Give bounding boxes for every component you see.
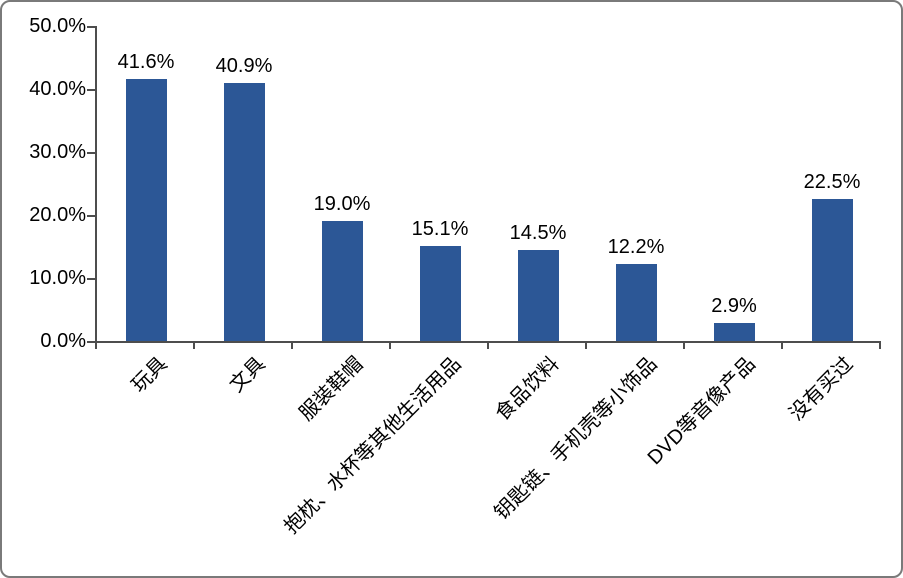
x-tick-mark	[683, 341, 685, 349]
x-category-label: 没有买过	[785, 353, 858, 426]
x-category-label: 服装鞋帽	[295, 353, 368, 426]
bar	[322, 221, 363, 341]
y-tick-label: 40.0%	[29, 78, 86, 100]
x-tick-mark	[389, 341, 391, 349]
x-tick-mark	[291, 341, 293, 349]
bar-value-label: 40.9%	[215, 55, 273, 77]
bar	[224, 83, 265, 341]
bar	[420, 246, 461, 341]
x-axis-line	[95, 341, 881, 343]
bar-value-label: 12.2%	[607, 236, 665, 258]
y-tick-mark	[87, 89, 95, 91]
x-tick-mark	[95, 341, 97, 349]
x-tick-mark	[879, 341, 881, 349]
bar	[616, 264, 657, 341]
bar	[518, 250, 559, 341]
x-tick-mark	[487, 341, 489, 349]
bar-value-label: 15.1%	[411, 218, 469, 240]
x-category-label: DVD等音像产品	[643, 353, 760, 470]
y-tick-mark	[87, 341, 95, 343]
y-tick-label: 0.0%	[40, 330, 86, 352]
x-category-label: 文具	[225, 353, 270, 397]
x-category-label: 钥匙链、手机壳等小饰品	[490, 353, 662, 525]
bar-value-label: 22.5%	[803, 171, 861, 193]
bar	[714, 323, 755, 341]
y-tick-label: 50.0%	[29, 15, 86, 37]
y-tick-mark	[87, 278, 95, 280]
y-tick-label: 20.0%	[29, 204, 86, 226]
x-tick-mark	[781, 341, 783, 349]
bar-value-label: 19.0%	[313, 193, 371, 215]
x-category-label: 食品饮料	[491, 353, 564, 426]
y-tick-label: 10.0%	[29, 267, 86, 289]
y-tick-mark	[87, 26, 95, 28]
bar-value-label: 2.9%	[711, 295, 757, 317]
bar-value-label: 41.6%	[117, 51, 175, 73]
x-tick-mark	[585, 341, 587, 349]
bar	[812, 199, 853, 341]
y-tick-label: 30.0%	[29, 141, 86, 163]
x-category-label: 玩具	[127, 353, 172, 397]
y-axis-line	[95, 26, 97, 343]
bar	[126, 79, 167, 341]
x-category-label: 抱枕、水杯等其他生活用品	[280, 353, 466, 539]
y-tick-mark	[87, 152, 95, 154]
y-tick-mark	[87, 215, 95, 217]
x-tick-mark	[193, 341, 195, 349]
bar-value-label: 14.5%	[509, 222, 567, 244]
